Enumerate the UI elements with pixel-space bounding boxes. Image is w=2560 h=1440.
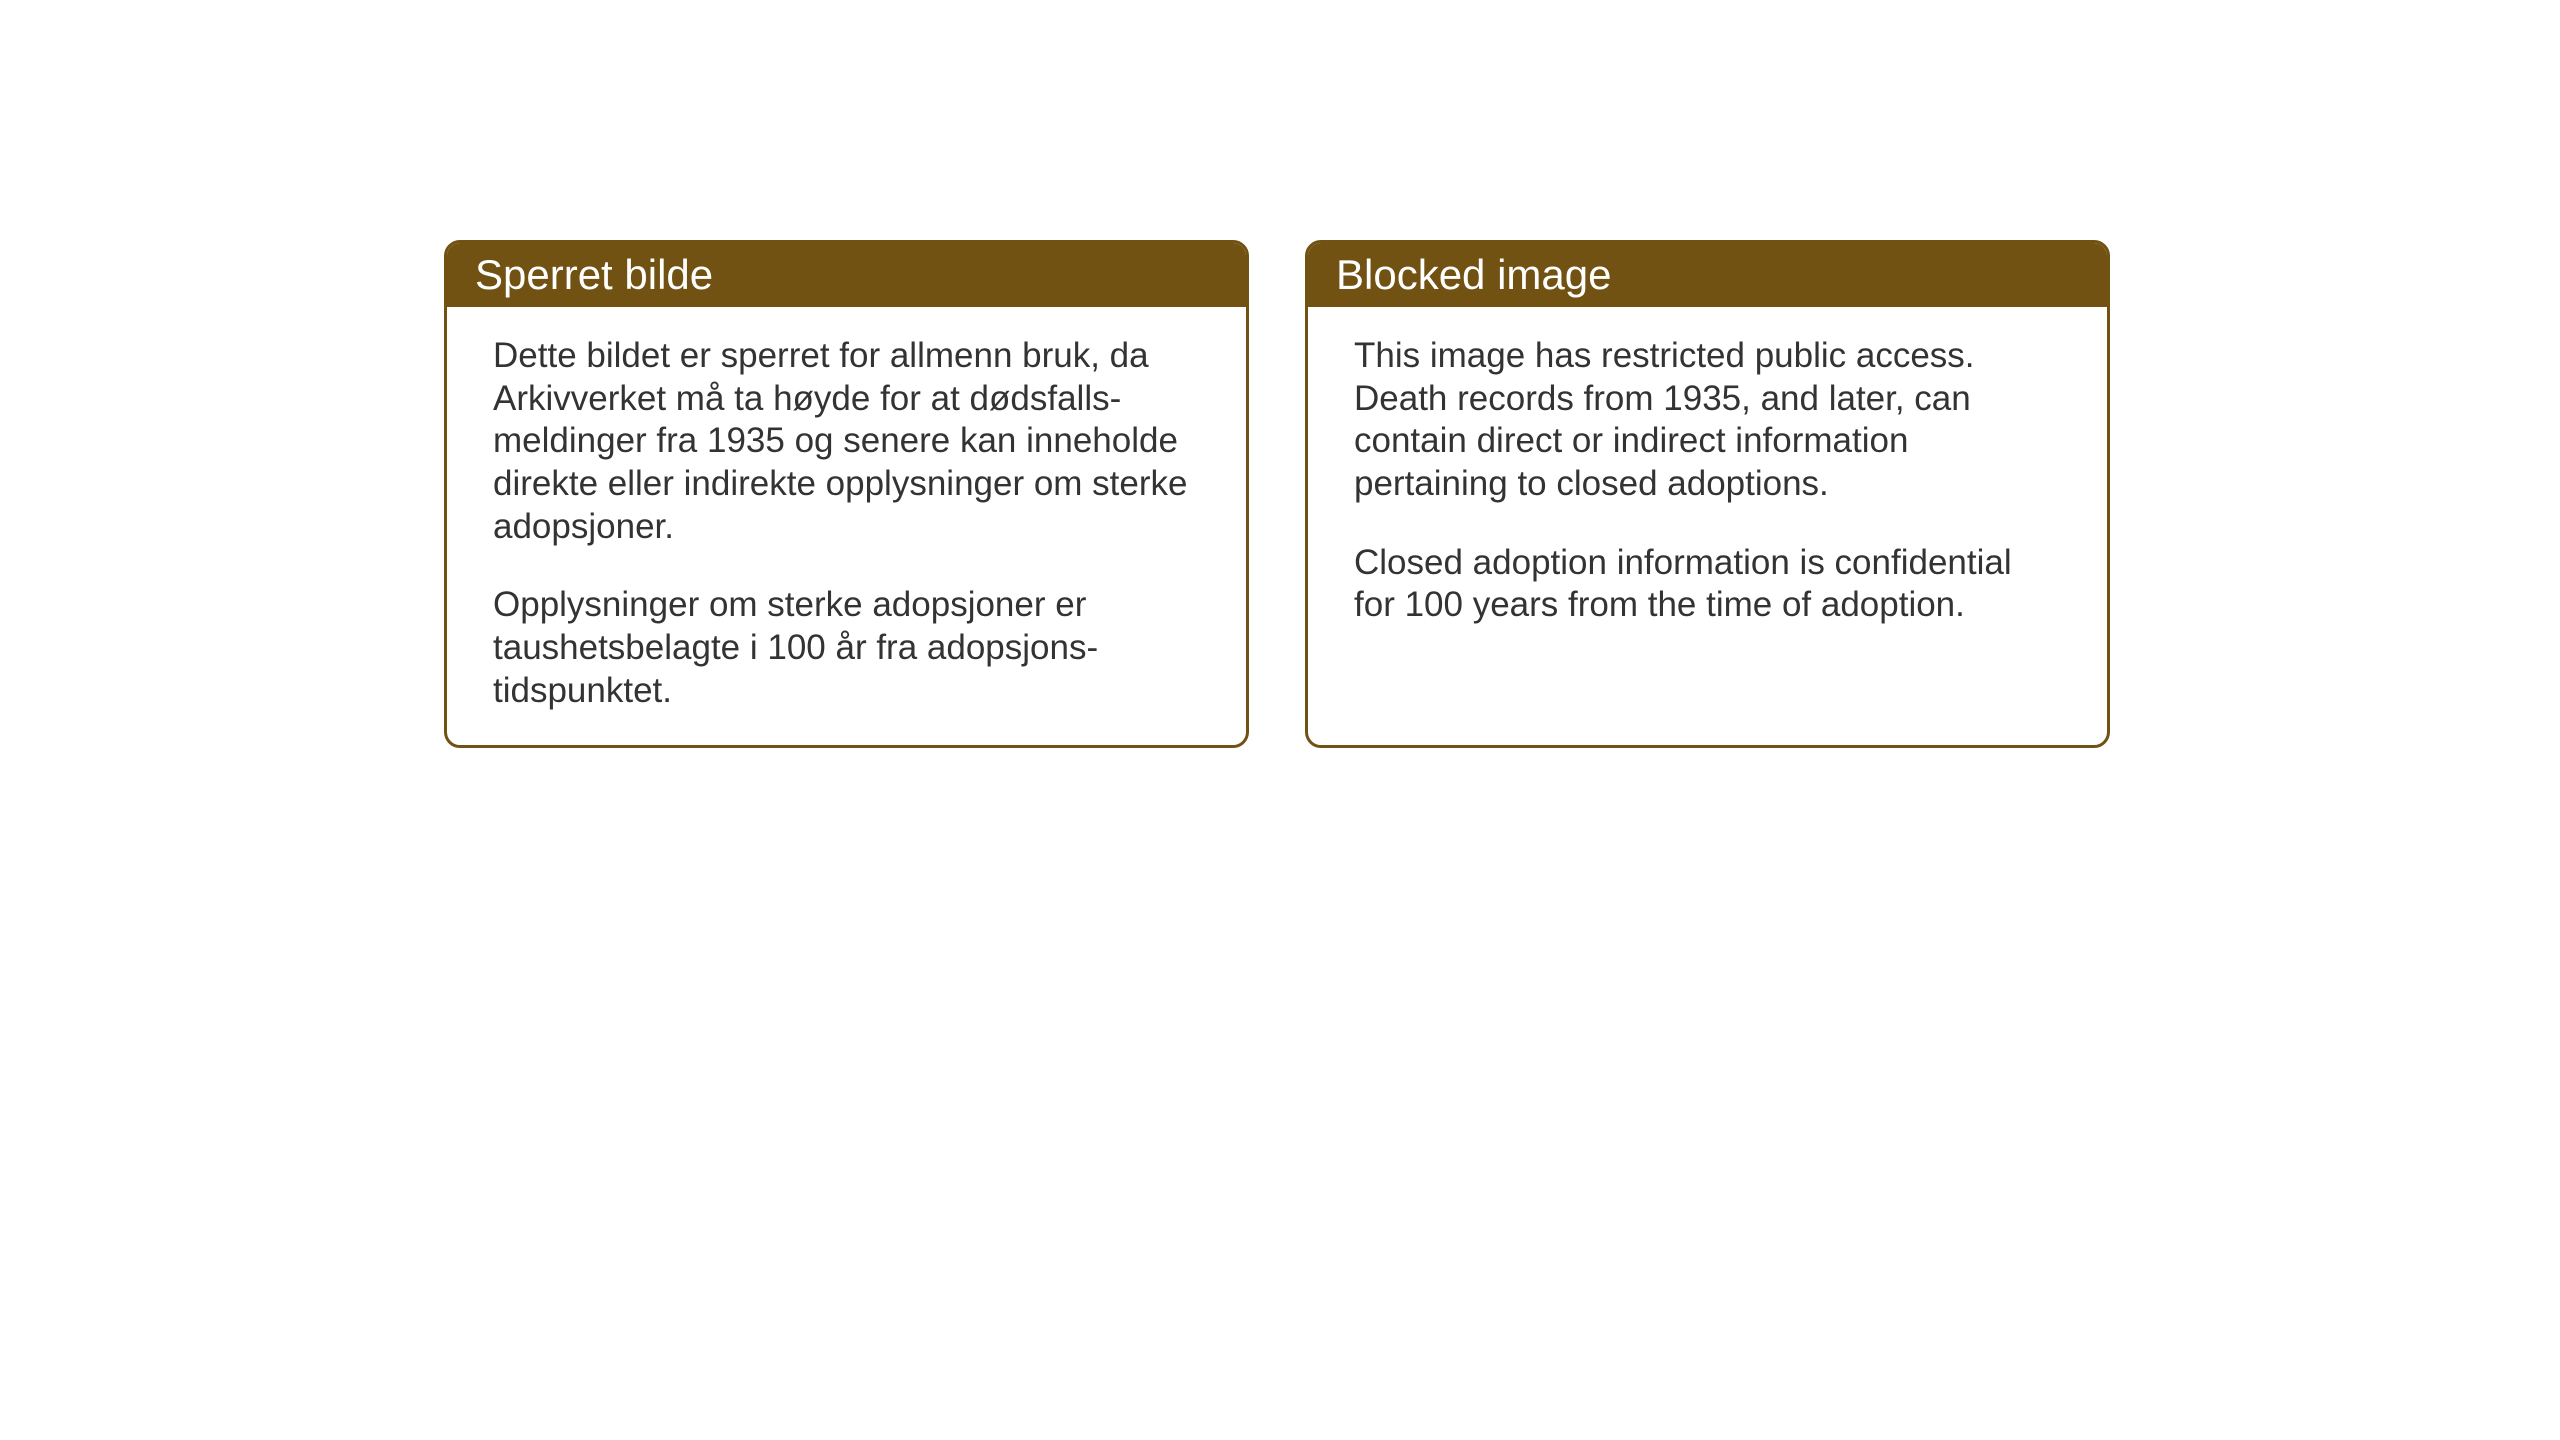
card-title-english: Blocked image bbox=[1336, 251, 1611, 298]
card-paragraph2-norwegian: Opplysninger om sterke adopsjoner er tau… bbox=[493, 584, 1200, 712]
card-header-english: Blocked image bbox=[1308, 243, 2107, 307]
card-english: Blocked image This image has restricted … bbox=[1305, 240, 2110, 748]
cards-container: Sperret bilde Dette bildet er sperret fo… bbox=[444, 240, 2110, 748]
card-paragraph1-norwegian: Dette bildet er sperret for allmenn bruk… bbox=[493, 335, 1200, 548]
card-body-norwegian: Dette bildet er sperret for allmenn bruk… bbox=[447, 307, 1246, 748]
card-norwegian: Sperret bilde Dette bildet er sperret fo… bbox=[444, 240, 1249, 748]
card-body-english: This image has restricted public access.… bbox=[1308, 307, 2107, 667]
card-title-norwegian: Sperret bilde bbox=[475, 251, 713, 298]
card-paragraph2-english: Closed adoption information is confident… bbox=[1354, 542, 2061, 627]
card-paragraph1-english: This image has restricted public access.… bbox=[1354, 335, 2061, 506]
card-header-norwegian: Sperret bilde bbox=[447, 243, 1246, 307]
